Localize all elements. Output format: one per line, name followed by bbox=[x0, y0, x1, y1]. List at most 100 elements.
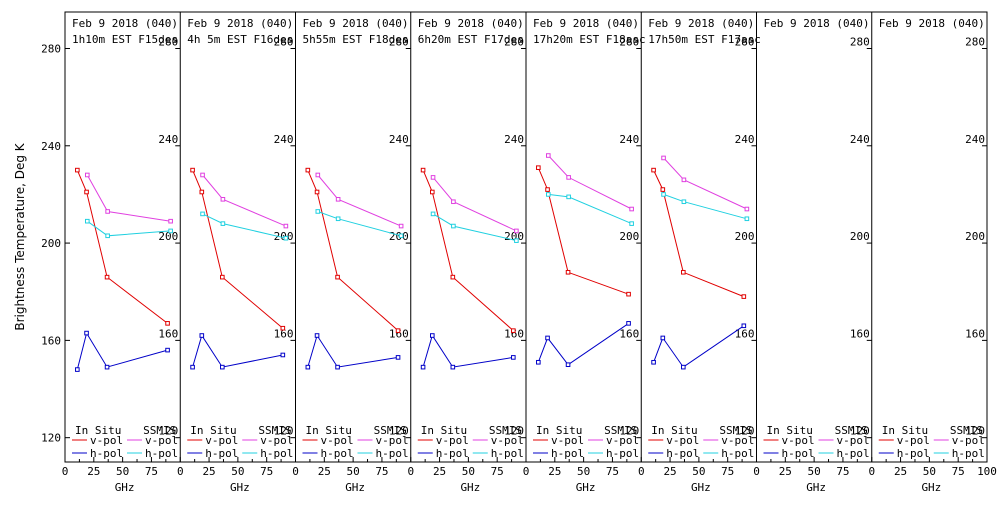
y-tick-label: 120 bbox=[965, 425, 985, 438]
data-point-insitu_h bbox=[511, 355, 516, 360]
y-tick-label: 120 bbox=[850, 425, 870, 438]
legend-ssmis-heading: SSMIS bbox=[489, 424, 522, 437]
legend-label-ssmis_h: h-pol bbox=[721, 447, 754, 460]
data-point-insitu_h bbox=[681, 364, 686, 370]
y-tick-label: 120 bbox=[41, 432, 61, 445]
data-point-ssmis_v bbox=[661, 155, 666, 161]
legend-label-insitu_h: h-pol bbox=[90, 447, 123, 460]
data-point-insitu_h bbox=[430, 333, 435, 338]
y-tick-label: 160 bbox=[389, 327, 409, 340]
x-tick-label: 0 bbox=[407, 465, 414, 478]
x-tick-label: 75 bbox=[260, 465, 273, 478]
y-tick-label: 160 bbox=[965, 327, 985, 340]
x-tick-label: 75 bbox=[952, 465, 965, 478]
legend-insitu-heading: In Situ bbox=[306, 424, 352, 437]
series-line-insitu_v bbox=[307, 169, 399, 331]
legend-label-insitu_h: h-pol bbox=[897, 447, 930, 460]
y-tick-label: 160 bbox=[274, 327, 294, 340]
data-point-insitu_v bbox=[565, 269, 571, 275]
y-tick-label: 280 bbox=[274, 35, 294, 48]
data-point-insitu_v bbox=[511, 328, 516, 333]
data-point-ssmis_v bbox=[335, 196, 341, 202]
data-point-insitu_h bbox=[199, 333, 205, 338]
panel-subtitle: 6h20m EST F17des bbox=[418, 33, 524, 46]
data-point-insitu_v bbox=[165, 321, 170, 326]
legend-label-ssmis_v: v-pol bbox=[491, 434, 524, 447]
x-tick-label: 75 bbox=[145, 465, 158, 478]
legend-label-ssmis_v: v-pol bbox=[837, 434, 870, 447]
x-tick-label: 50 bbox=[231, 465, 244, 478]
data-point-ssmis_h bbox=[430, 211, 436, 217]
y-tick-label: 160 bbox=[735, 327, 755, 340]
data-point-ssmis_v bbox=[398, 223, 404, 229]
y-tick-label: 120 bbox=[504, 425, 524, 438]
series-line-ssmis_h bbox=[548, 193, 632, 225]
data-point-ssmis_h bbox=[629, 221, 634, 226]
x-tick-label: 25 bbox=[663, 465, 676, 478]
data-point-ssmis_h bbox=[335, 216, 341, 222]
data-point-insitu_v bbox=[314, 189, 320, 195]
x-tick-label: 25 bbox=[779, 465, 792, 478]
legend-ssmis-heading: SSMIS bbox=[950, 424, 983, 437]
data-point-insitu_v bbox=[280, 325, 286, 331]
series-line-insitu_h bbox=[537, 322, 629, 366]
x-tick-label: 100 bbox=[977, 465, 997, 478]
y-tick-label: 200 bbox=[735, 230, 755, 243]
x-tick-label: 50 bbox=[462, 465, 475, 478]
data-point-ssmis_h bbox=[283, 235, 289, 241]
x-tick-label: 0 bbox=[868, 465, 875, 478]
y-tick-label: 160 bbox=[41, 334, 61, 347]
y-tick-label: 200 bbox=[850, 230, 870, 243]
legend-label-insitu_v: v-pol bbox=[321, 434, 354, 447]
data-point-ssmis_v bbox=[105, 209, 110, 214]
y-tick-label: 200 bbox=[965, 230, 985, 243]
panel-title: Feb 9 2018 (040) bbox=[533, 17, 639, 30]
data-point-insitu_h bbox=[314, 333, 320, 338]
data-point-ssmis_h bbox=[546, 192, 551, 197]
y-tick-label: 240 bbox=[735, 133, 755, 146]
x-tick-label: 75 bbox=[375, 465, 388, 478]
series-line-ssmis_v bbox=[86, 174, 171, 222]
y-tick-label: 240 bbox=[850, 133, 870, 146]
data-point-ssmis_v bbox=[315, 172, 321, 178]
data-point-ssmis_v bbox=[546, 153, 551, 158]
x-tick-label: 0 bbox=[177, 465, 184, 478]
data-point-insitu_h bbox=[420, 364, 426, 370]
legend-insitu-heading: In Situ bbox=[421, 424, 467, 437]
panel-title: Feb 9 2018 (040) bbox=[648, 17, 754, 30]
x-axis-label: GHz bbox=[921, 481, 941, 494]
data-point-ssmis_v bbox=[283, 223, 289, 229]
x-axis-label: GHz bbox=[115, 481, 135, 494]
data-point-insitu_v bbox=[75, 167, 80, 173]
legend-label-ssmis_h: h-pol bbox=[145, 447, 178, 460]
legend-insitu-heading: In Situ bbox=[767, 424, 813, 437]
x-tick-label: 25 bbox=[894, 465, 907, 478]
legend-label-ssmis_h: h-pol bbox=[260, 447, 293, 460]
panel-title: Feb 9 2018 (040) bbox=[187, 17, 293, 30]
y-tick-label: 280 bbox=[41, 42, 61, 55]
data-point-ssmis_h bbox=[566, 194, 571, 200]
y-tick-label: 280 bbox=[158, 35, 178, 48]
x-tick-label: 25 bbox=[318, 465, 331, 478]
data-point-insitu_h bbox=[565, 362, 571, 368]
x-tick-label: 50 bbox=[347, 465, 360, 478]
x-tick-label: 0 bbox=[292, 465, 299, 478]
data-point-ssmis_h bbox=[105, 233, 110, 239]
legend-label-ssmis_v: v-pol bbox=[145, 434, 178, 447]
data-point-insitu_h bbox=[741, 323, 747, 329]
legend-label-insitu_v: v-pol bbox=[782, 434, 815, 447]
x-tick-label: 50 bbox=[116, 465, 129, 478]
x-tick-label: 25 bbox=[202, 465, 215, 478]
series-line-insitu_h bbox=[422, 334, 514, 368]
legend-label-ssmis_v: v-pol bbox=[376, 434, 409, 447]
legend-ssmis-heading: SSMIS bbox=[143, 424, 176, 437]
legend-label-insitu_v: v-pol bbox=[551, 434, 584, 447]
x-tick-label: 25 bbox=[87, 465, 100, 478]
legend-ssmis-heading: SSMIS bbox=[835, 424, 868, 437]
series-line-insitu_v bbox=[537, 167, 629, 295]
data-point-insitu_v bbox=[626, 291, 631, 297]
data-point-insitu_v bbox=[220, 274, 225, 280]
x-tick-label: 0 bbox=[638, 465, 645, 478]
